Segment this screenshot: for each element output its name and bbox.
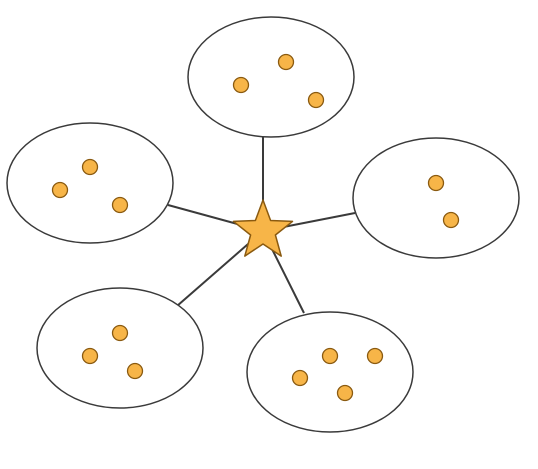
cluster-point xyxy=(81,347,99,365)
cluster-point xyxy=(336,384,354,402)
hub-star-group xyxy=(232,199,294,257)
cluster-point xyxy=(111,324,129,342)
cluster-point xyxy=(321,347,339,365)
cluster-point xyxy=(126,362,144,380)
star-icon xyxy=(232,199,294,257)
cluster-ellipse-left xyxy=(6,122,174,244)
cluster-group xyxy=(6,16,520,433)
cluster-ellipse-top xyxy=(187,16,355,138)
cluster-bottom-right xyxy=(246,311,414,433)
cluster-point xyxy=(111,196,129,214)
cluster-point xyxy=(366,347,384,365)
cluster-right xyxy=(352,137,520,259)
cluster-point xyxy=(307,91,325,109)
cluster-bottom-left xyxy=(36,287,204,409)
cluster-ellipse-right xyxy=(352,137,520,259)
cluster-ellipse-bottom-left xyxy=(36,287,204,409)
cluster-point xyxy=(277,53,295,71)
cluster-point xyxy=(442,211,460,229)
cluster-point xyxy=(427,174,445,192)
cluster-point xyxy=(81,158,99,176)
cluster-point xyxy=(291,369,309,387)
cluster-point xyxy=(51,181,69,199)
cluster-ellipse-bottom-right xyxy=(246,311,414,433)
cluster-top xyxy=(187,16,355,138)
cluster-point xyxy=(232,76,250,94)
cluster-left xyxy=(6,122,174,244)
